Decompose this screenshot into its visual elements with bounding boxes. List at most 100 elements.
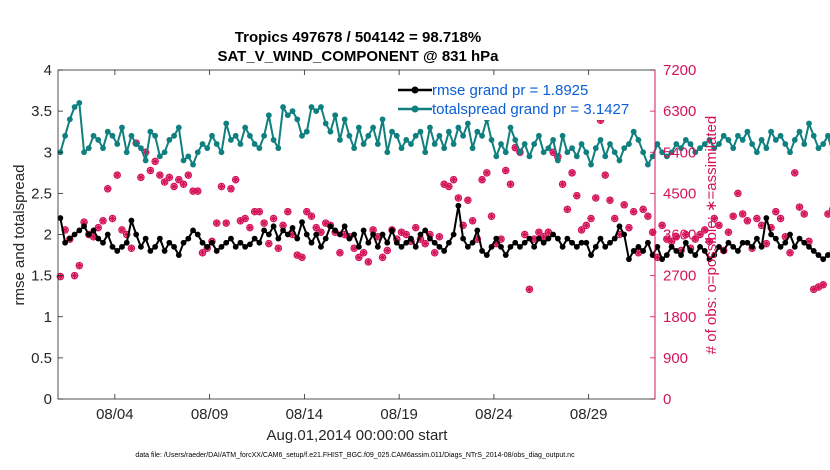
totalspread-point: [502, 149, 509, 156]
obs-assimilated-marker: [658, 221, 666, 229]
obs-assimilated-marker: [691, 235, 699, 243]
obs-assimilated-marker: [113, 171, 121, 179]
obs-assimilated-marker: [213, 219, 221, 227]
totalspread-point: [512, 137, 519, 143]
obs-assimilated-marker: [601, 171, 609, 179]
rmse-point: [725, 239, 732, 246]
y-axis-right: 0 900 1800 2700 3600 4500 5400 6300 7200: [650, 62, 696, 408]
rmse-point: [85, 231, 92, 238]
rmse-point: [246, 241, 253, 248]
obs-assimilated-marker: [307, 212, 316, 220]
rmse-point: [265, 231, 272, 238]
rmse-point: [119, 243, 125, 250]
obs-assimilated-marker: [184, 171, 192, 179]
totalspread-point: [791, 137, 798, 143]
totalspread-point: [763, 145, 770, 152]
rmse-point: [820, 256, 827, 263]
y-tick-label: 3.5: [31, 103, 52, 120]
totalspread-point: [204, 145, 211, 152]
totalspread-point: [521, 141, 528, 147]
rmse-point: [825, 252, 830, 258]
rmse-point: [294, 235, 301, 242]
rmse-point: [270, 223, 277, 230]
rmse-point: [498, 243, 504, 250]
rmse-point: [318, 243, 324, 250]
rmse-point: [251, 235, 258, 242]
obs-assimilated-marker: [506, 180, 515, 188]
totalspread-point: [706, 137, 713, 143]
y-tick-label: 0.5: [31, 350, 52, 367]
rmse-point: [427, 235, 433, 242]
rmse-point: [673, 248, 680, 254]
totalspread-point: [616, 157, 623, 164]
rmse-point: [90, 227, 97, 234]
obs-assimilated-marker: [232, 176, 240, 184]
rmse-point: [749, 243, 756, 250]
totalspread-point: [569, 145, 575, 152]
rmse-point: [185, 235, 192, 242]
obs-assimilated-marker: [227, 185, 235, 193]
obs-assimilated-marker: [563, 205, 571, 213]
rmse-point: [806, 243, 812, 250]
totalspread-point: [725, 137, 732, 143]
totalspread-point: [597, 137, 604, 143]
obs-assimilated-marker: [710, 214, 718, 223]
totalspread-point: [393, 132, 400, 139]
obs-assimilated-marker: [146, 166, 154, 175]
obs-assimilated-marker: [582, 221, 590, 229]
x-tick-label: 08/14: [286, 406, 324, 423]
totalspread-point: [218, 149, 225, 156]
totalspread-point: [782, 141, 789, 147]
obs-assimilated-marker: [303, 208, 311, 216]
totalspread-point: [265, 112, 272, 119]
obs-assimilated-marker: [672, 233, 680, 241]
rmse-point: [758, 243, 765, 250]
totalspread-point: [128, 132, 135, 139]
rmse-point: [588, 252, 594, 258]
totalspread-point: [602, 153, 609, 160]
rmse-point: [275, 235, 282, 242]
rmse-point: [815, 252, 822, 258]
obs-assimilated-marker: [222, 219, 230, 227]
obs-assimilated-marker: [634, 249, 643, 257]
rmse-point: [133, 231, 140, 238]
rmse-point: [654, 243, 661, 250]
x-axis: 08/04 08/09 08/14 08/19 08/24 08/29: [96, 70, 607, 423]
totalspread-point: [730, 145, 737, 152]
rmse-point: [308, 239, 315, 246]
rmse-point: [517, 243, 523, 250]
rmse-point: [720, 248, 727, 254]
totalspread-point: [692, 149, 699, 156]
totalspread-point: [450, 141, 457, 147]
obs-assimilated-marker: [535, 228, 543, 236]
totalspread-point: [479, 132, 485, 139]
rmse-point: [280, 227, 286, 234]
rmse-point: [635, 243, 642, 250]
rmse-point: [772, 235, 779, 242]
totalspread-point: [810, 132, 817, 139]
rmse-point: [602, 243, 609, 250]
obs-assimilated-marker: [625, 224, 633, 232]
y-right-tick-label: 4500: [663, 185, 696, 202]
y-tick-label: 3: [44, 144, 52, 161]
obs-assimilated-marker: [108, 214, 117, 223]
totalspread-point: [768, 128, 774, 135]
totalspread-point: [104, 128, 111, 135]
totalspread-point: [536, 132, 542, 139]
obs-assimilated-marker: [317, 228, 325, 236]
totalspread-point: [384, 149, 391, 156]
y-right-tick-label: 7200: [663, 62, 696, 79]
rmse-point: [479, 248, 485, 254]
totalspread-point: [806, 120, 812, 127]
rmse-point: [564, 235, 571, 242]
totalspread-point: [588, 161, 594, 168]
totalspread-point: [123, 149, 130, 156]
obs-assimilated-marker: [378, 253, 387, 261]
totalspread-point: [190, 161, 196, 168]
totalspread-point: [209, 132, 215, 139]
rmse-point: [337, 231, 343, 238]
obs-assimilated-marker: [194, 187, 202, 195]
obs-assimilated-marker: [540, 233, 548, 241]
rmse-point: [441, 248, 448, 254]
chart-subtitle: SAT_V_WIND_COMPONENT @ 831 hPa: [217, 48, 499, 65]
